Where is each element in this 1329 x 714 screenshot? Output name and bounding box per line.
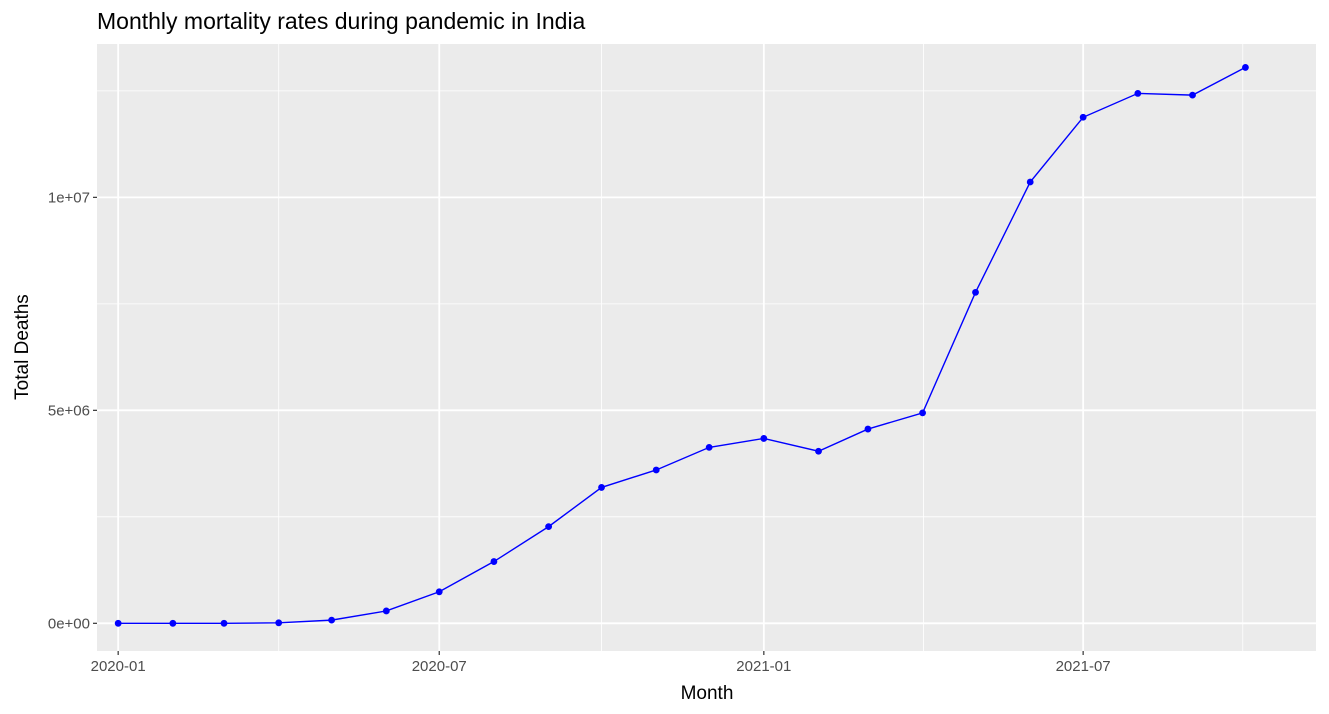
x-tick-label: 2020-07 — [412, 658, 467, 675]
data-point — [1189, 91, 1196, 99]
data-point — [490, 558, 498, 565]
data-point — [864, 425, 872, 433]
data-point — [545, 523, 553, 531]
y-axis-label: Total Deaths — [12, 294, 33, 400]
series-layer — [114, 64, 1249, 627]
x-tick-label: 2021-07 — [1056, 658, 1111, 675]
x-axis-label: Month — [681, 683, 734, 704]
data-point — [435, 588, 443, 596]
data-point — [275, 619, 283, 627]
minor-gridlines — [97, 44, 1316, 651]
data-point — [1079, 113, 1087, 121]
data-point — [328, 616, 336, 624]
data-point — [652, 466, 660, 474]
data-point — [705, 443, 713, 451]
chart-title: Monthly mortality rates during pandemic … — [97, 8, 586, 34]
data-point — [114, 619, 122, 627]
data-point — [1134, 90, 1142, 97]
y-tick-label: 0e+00 — [48, 615, 90, 632]
data-point — [382, 607, 390, 615]
series-line — [118, 66, 1246, 625]
data-point — [1026, 178, 1034, 186]
data-point — [1242, 64, 1249, 71]
x-axis: 2020-01 2020-07 2021-01 2021-07 — [91, 651, 1111, 675]
data-point — [919, 409, 927, 417]
plot-panel — [97, 44, 1316, 651]
x-tick-label: 2021-01 — [736, 658, 791, 675]
y-tick-label: 5e+06 — [48, 402, 90, 419]
data-point — [220, 619, 228, 627]
data-point — [598, 484, 605, 491]
data-point — [972, 288, 979, 296]
y-tick-label: 1e+07 — [48, 189, 90, 206]
data-point — [760, 435, 768, 442]
major-gridlines — [97, 44, 1316, 651]
x-tick-label: 2020-01 — [91, 658, 146, 675]
y-axis: 0e+00 5e+06 1e+07 — [48, 189, 97, 632]
data-point — [169, 619, 177, 627]
data-point — [815, 447, 822, 455]
